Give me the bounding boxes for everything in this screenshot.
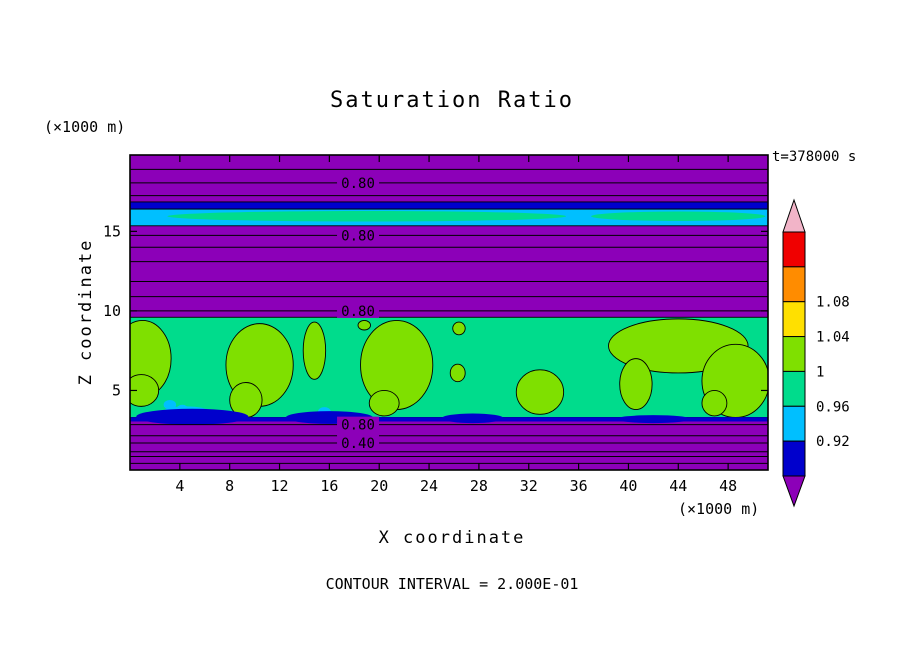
contour-label: 0.80 xyxy=(341,176,375,192)
colorbar-segment-green xyxy=(782,370,806,407)
navy-region xyxy=(130,201,768,210)
contour-label-bg xyxy=(337,227,380,243)
chart-title: Saturation Ratio xyxy=(330,88,574,113)
colorbar-label: 0.96 xyxy=(816,399,850,415)
cyan-blob xyxy=(163,400,177,410)
x-tick-label: 36 xyxy=(570,477,588,495)
contour-label: 0.80 xyxy=(341,304,375,320)
colorbar-label: 0.92 xyxy=(816,434,850,450)
colorbar-label: 1.08 xyxy=(816,295,850,311)
colorbar-segment-yellow xyxy=(782,301,806,338)
x-tick-label: 40 xyxy=(619,477,637,495)
z-tick-label: 10 xyxy=(103,302,121,320)
z-axis-unit-label: (×1000 m) xyxy=(44,118,126,136)
x-tick-label: 16 xyxy=(320,477,338,495)
x-tick-label: 20 xyxy=(370,477,388,495)
x-tick-label: 44 xyxy=(669,477,687,495)
z-tick-label: 5 xyxy=(112,381,121,399)
z-tick-label: 15 xyxy=(103,222,121,240)
field-layer: 0.80 0.80 0.80 0.80 0.40 xyxy=(130,155,768,470)
navy-blob xyxy=(136,408,249,425)
colorbar-label: 1.04 xyxy=(816,330,850,346)
chartreuse-blob xyxy=(302,321,327,380)
chartreuse-blob xyxy=(515,369,565,415)
x-tick-label: 28 xyxy=(470,477,488,495)
x-tick-label: 48 xyxy=(719,477,737,495)
green-blob xyxy=(591,211,766,222)
chartreuse-blob xyxy=(701,390,728,417)
chartreuse-blob xyxy=(449,363,466,383)
chartreuse-blob xyxy=(357,320,371,331)
colorbar-segment-orange xyxy=(782,266,806,303)
chartreuse-blob xyxy=(452,321,466,336)
contour-label-bg xyxy=(337,302,380,318)
colorbar-segment-red xyxy=(782,231,806,268)
colorbar-arrow-down xyxy=(782,475,806,508)
x-axis-title: X coordinate xyxy=(378,528,526,548)
contour-label-bg xyxy=(337,434,380,450)
time-label: t=378000 s xyxy=(772,149,857,165)
contour-interval-caption: CONTOUR INTERVAL = 2.000E-01 xyxy=(325,575,579,593)
navy-blob xyxy=(615,415,691,424)
x-tick-label: 8 xyxy=(225,477,234,495)
colorbar-segment-navy xyxy=(782,440,806,477)
navy-blob xyxy=(441,413,504,424)
x-tick-label: 32 xyxy=(520,477,538,495)
chartreuse-blob xyxy=(619,358,653,410)
x-tick-label: 12 xyxy=(271,477,289,495)
contour-label: 0.80 xyxy=(341,418,375,434)
colorbar-segment-chartreuse xyxy=(782,336,806,372)
z-axis-title: Z coordinate xyxy=(76,238,96,386)
x-tick-label: 4 xyxy=(175,477,184,495)
contour-label-bg xyxy=(337,174,380,190)
chartreuse-blob xyxy=(130,374,160,407)
colorbar-label: 1 xyxy=(816,364,824,380)
colorbar-arrow-up xyxy=(782,198,806,233)
contour-label-bg xyxy=(337,416,380,432)
x-tick-label: 24 xyxy=(420,477,438,495)
plot-border xyxy=(129,154,769,471)
contour-label: 0.80 xyxy=(341,228,375,244)
green-blob xyxy=(167,211,567,222)
colorbar-segment-cyan xyxy=(782,405,806,442)
chartreuse-blob xyxy=(368,390,400,417)
x-axis-unit-label: (×1000 m) xyxy=(678,500,760,518)
contour-label: 0.40 xyxy=(341,436,375,452)
